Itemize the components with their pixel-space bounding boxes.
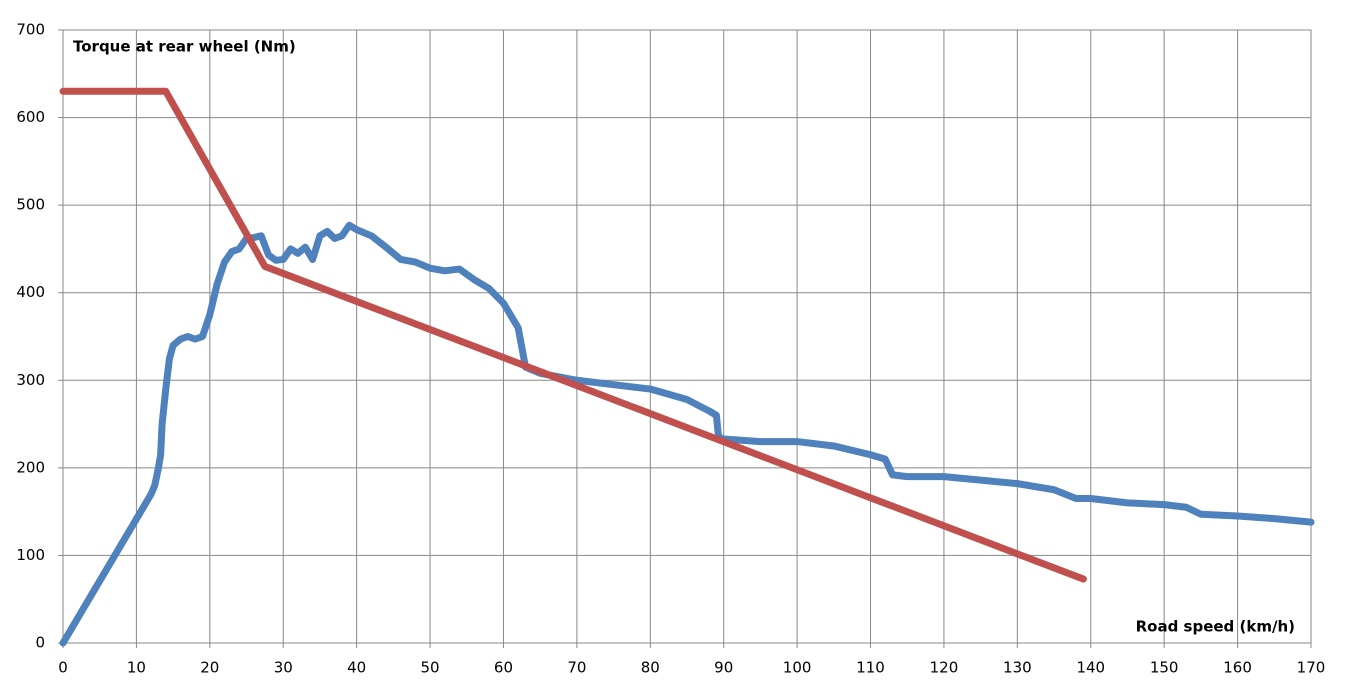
x-tick-label: 10 <box>127 659 146 677</box>
x-tick-label: 150 <box>1150 659 1179 677</box>
x-tick-label: 160 <box>1223 659 1252 677</box>
x-tick-label: 70 <box>567 659 586 677</box>
x-tick-label: 90 <box>714 659 733 677</box>
x-tick-label: 100 <box>783 659 812 677</box>
y-tick-label: 0 <box>35 634 45 652</box>
y-tick-label: 600 <box>16 108 45 126</box>
x-tick-label: 20 <box>200 659 219 677</box>
y-tick-label: 500 <box>16 196 45 214</box>
x-tick-label: 80 <box>641 659 660 677</box>
plot-area <box>62 29 1312 644</box>
x-tick-label: 110 <box>856 659 885 677</box>
grid <box>58 29 1312 648</box>
y-tick-label: 300 <box>16 371 45 389</box>
y-tick-label: 200 <box>16 458 45 476</box>
y-axis-label: Torque at rear wheel (Nm) <box>73 38 296 56</box>
x-tick-label: 140 <box>1076 659 1105 677</box>
data-line <box>59 221 1315 647</box>
y-tick-label: 400 <box>16 283 45 301</box>
x-tick-label: 40 <box>347 659 366 677</box>
x-axis-label: Road speed (km/h) <box>1136 618 1295 636</box>
y-tick-label: 100 <box>16 546 45 564</box>
x-tick-label: 120 <box>930 659 959 677</box>
data-line <box>59 87 1087 583</box>
x-tick-label: 170 <box>1297 659 1326 677</box>
x-tick-label: 30 <box>274 659 293 677</box>
x-tick-label: 0 <box>58 659 68 677</box>
x-tick-label: 60 <box>494 659 513 677</box>
lines <box>59 87 1315 647</box>
x-tick-label: 130 <box>1003 659 1032 677</box>
x-tick-label: 50 <box>421 659 440 677</box>
y-tick-label: 700 <box>16 21 45 39</box>
